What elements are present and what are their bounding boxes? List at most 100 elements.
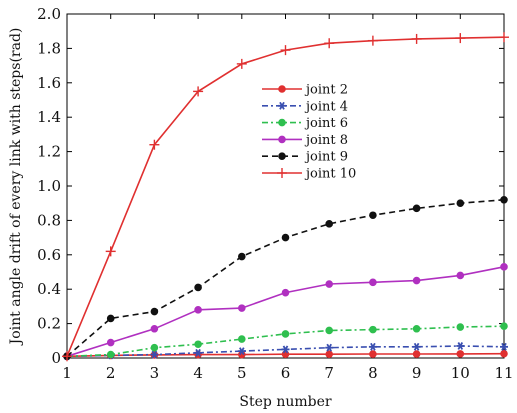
data-point-joint-4 (281, 345, 290, 354)
data-point-joint-4 (150, 350, 159, 359)
series-joint-9 (63, 195, 508, 361)
legend-marker (278, 152, 286, 160)
y-tick-label: 1.6 (37, 74, 61, 92)
data-point-joint-4 (500, 342, 508, 351)
series-layer (62, 32, 509, 362)
data-point-joint-9 (194, 283, 202, 292)
data-point-joint-10 (499, 32, 509, 43)
x-tick-label: 7 (324, 364, 334, 382)
legend-label: joint 6 (304, 116, 348, 131)
data-point-joint-8 (369, 278, 377, 287)
data-point-joint-10 (455, 33, 466, 44)
data-point-joint-10 (411, 33, 422, 44)
data-point-joint-4 (237, 347, 246, 356)
data-point-joint-9 (500, 195, 508, 204)
data-point-joint-6 (194, 340, 202, 349)
series-joint-10 (62, 32, 509, 362)
data-point-joint-8 (412, 276, 421, 285)
data-point-joint-6 (150, 343, 159, 352)
x-tick-label: 6 (281, 364, 291, 382)
y-tick-label: 1.2 (37, 143, 61, 161)
legend-item-joint-6: joint 6 (262, 116, 348, 131)
data-point-joint-6 (412, 324, 421, 333)
data-point-joint-8 (456, 271, 465, 280)
legend-label: joint 4 (304, 99, 348, 114)
series-joint-8 (63, 263, 508, 361)
axes: 1 2 3 4 5 6 7 8 9 10 11 0 0.2 0.4 0.6 0.8 1.0 1.2 1.4 1.6 1.… (37, 5, 513, 382)
data-point-joint-4 (412, 342, 421, 351)
legend-marker (278, 85, 286, 93)
x-tick-label: 11 (494, 364, 513, 382)
legend-item-joint-2: joint 2 (262, 83, 348, 98)
x-tick-label: 2 (106, 364, 116, 382)
data-point-joint-8 (238, 304, 246, 312)
data-point-joint-8 (325, 280, 334, 288)
data-point-joint-8 (500, 263, 508, 271)
x-tick-label: 3 (150, 364, 160, 382)
series-line-joint-10 (66, 36, 505, 357)
data-point-joint-2 (456, 350, 465, 358)
data-point-joint-2 (325, 350, 334, 359)
y-tick-label: 0.8 (37, 211, 61, 229)
data-point-joint-6 (456, 323, 465, 331)
x-tick-label: 10 (451, 364, 470, 382)
legend-label: joint 9 (304, 150, 348, 165)
legend-label: joint 10 (304, 167, 356, 182)
series-line-joint-8 (66, 266, 505, 358)
x-tick-label: 5 (237, 364, 247, 382)
y-tick-label: 1.8 (37, 39, 61, 57)
legend-marker (278, 135, 286, 144)
data-point-joint-6 (325, 326, 334, 335)
y-tick-label: 2.0 (37, 5, 61, 23)
data-point-joint-6 (238, 335, 246, 343)
data-point-joint-4 (325, 343, 334, 352)
legend-item-joint-8: joint 8 (262, 133, 348, 148)
series-line-joint-4 (66, 345, 505, 358)
data-point-joint-10 (280, 45, 291, 56)
data-point-joint-9 (412, 204, 421, 213)
data-point-joint-10 (324, 38, 335, 49)
legend-item-joint-4: joint 4 (262, 99, 348, 114)
x-tick-label: 8 (368, 364, 378, 382)
data-point-joint-9 (456, 199, 465, 207)
data-point-joint-2 (412, 350, 421, 358)
legend-item-joint-10: joint 10 (262, 167, 356, 182)
y-tick-label: 1.4 (37, 108, 61, 126)
y-tick-label: 0.6 (37, 246, 61, 264)
data-point-joint-4 (368, 342, 377, 351)
y-axis-label: Joint angle drift of every link with ste… (8, 28, 24, 347)
data-point-joint-4 (456, 342, 465, 350)
legend-label: joint 8 (304, 133, 348, 148)
legend-marker (278, 101, 286, 110)
y-tick-label: 0.4 (37, 280, 61, 298)
data-point-joint-2 (369, 350, 377, 358)
data-point-joint-4 (194, 348, 203, 357)
y-tick-label: 0.2 (37, 315, 61, 333)
data-point-joint-10 (236, 58, 247, 69)
x-axis-label: Step number (239, 394, 331, 410)
data-point-joint-9 (106, 314, 115, 323)
data-point-joint-2 (500, 349, 508, 358)
data-point-joint-9 (325, 220, 334, 228)
data-point-joint-8 (150, 324, 159, 333)
legend-item-joint-9: joint 9 (262, 150, 348, 165)
data-point-joint-6 (500, 322, 508, 330)
data-point-joint-10 (193, 86, 204, 97)
y-tick-label: 0 (51, 349, 61, 367)
data-point-joint-10 (62, 351, 72, 362)
data-point-joint-6 (106, 350, 115, 359)
data-point-joint-9 (281, 233, 290, 242)
x-tick-label: 1 (62, 364, 72, 382)
legend-label: joint 2 (304, 83, 348, 98)
y-tick-label: 1.0 (37, 177, 61, 195)
data-point-joint-9 (150, 307, 159, 316)
data-point-joint-9 (369, 211, 377, 220)
legend-marker (278, 118, 286, 127)
x-tick-label: 9 (412, 364, 422, 382)
data-point-joint-6 (369, 325, 377, 334)
data-point-joint-10 (149, 139, 160, 150)
plot-frame (66, 13, 505, 359)
data-point-joint-9 (238, 252, 246, 261)
